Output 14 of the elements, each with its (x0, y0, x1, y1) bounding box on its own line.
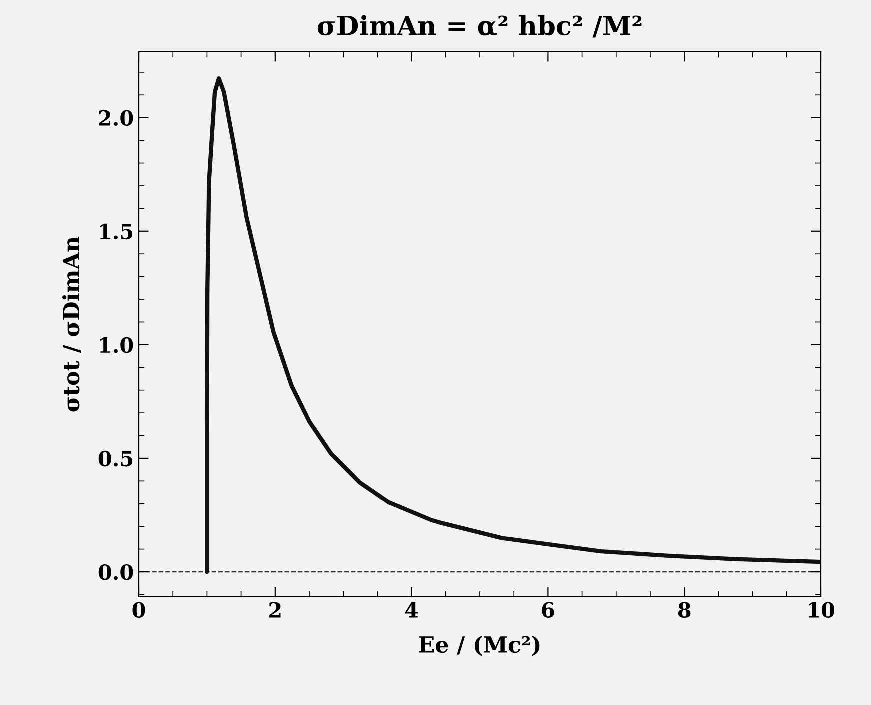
y-tick-label: 1.0 (100, 337, 134, 354)
x-tick-label: 4 (405, 602, 418, 618)
x-tick-label: 8 (678, 602, 691, 618)
y-tick-label: 1.5 (100, 224, 133, 240)
x-axis-title: Ee / (Mc²) (419, 636, 540, 656)
x-tick-label: 2 (270, 602, 281, 618)
y-axis-title: σtot / σDimAn (62, 236, 82, 412)
y-tick-label: 2.0 (99, 110, 134, 126)
x-tick-label: 10 (809, 602, 835, 618)
x-tick-label: 0 (132, 602, 146, 618)
x-tick-label: 6 (542, 602, 554, 618)
y-tick-label: 0.0 (98, 564, 134, 580)
chart-title: σDimAn = α² hbc² /M² (318, 15, 642, 38)
y-tick-label: 0.5 (98, 450, 133, 467)
